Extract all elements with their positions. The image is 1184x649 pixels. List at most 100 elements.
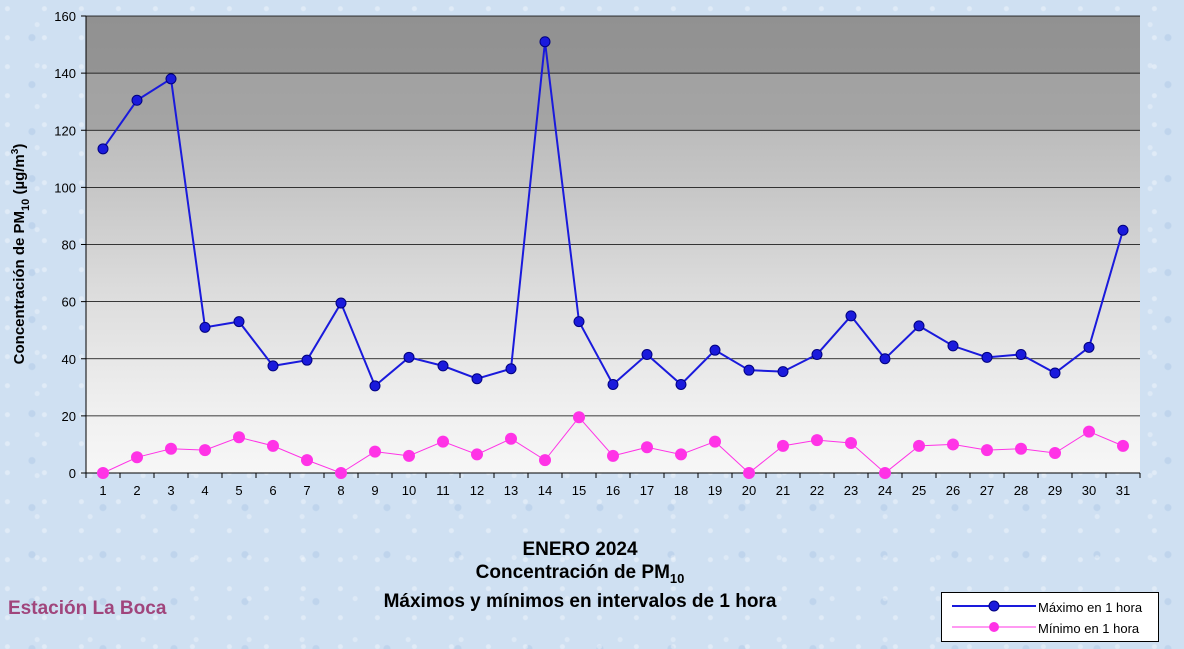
data-point [573, 316, 585, 328]
data-point [1117, 224, 1129, 236]
legend-label-max: Máximo en 1 hora [1038, 600, 1143, 615]
data-point [947, 340, 959, 352]
data-point [879, 353, 891, 365]
x-tick-label: 12 [470, 483, 484, 498]
series [97, 36, 1129, 479]
x-tick-label: 27 [980, 483, 994, 498]
station-label: Estación La Boca [8, 598, 167, 619]
data-point [947, 438, 959, 451]
data-point [165, 73, 177, 85]
data-point [845, 437, 857, 450]
data-point [1083, 425, 1095, 438]
x-tick-label: 5 [235, 483, 242, 498]
data-point [709, 344, 721, 356]
x-tick-label: 11 [436, 483, 450, 498]
data-point [539, 36, 551, 48]
x-tick-label: 8 [337, 483, 344, 498]
legend-item-max: Máximo en 1 hora [942, 597, 1158, 617]
data-point [131, 94, 143, 106]
legend-item-min: Mínimo en 1 hora [942, 618, 1158, 638]
y-tick-label: 100 [54, 180, 76, 195]
data-point [301, 454, 313, 467]
data-point [437, 435, 449, 448]
x-tick-label: 29 [1048, 483, 1062, 498]
data-point [913, 439, 925, 452]
y-tick-label: 160 [54, 9, 76, 24]
data-point [607, 378, 619, 390]
y-tick-label: 80 [62, 238, 76, 253]
series-max [97, 36, 1129, 392]
y-tick-label: 140 [54, 66, 76, 81]
y-axis-label: Concentración de PM10 (µg/m3) [10, 144, 32, 365]
data-point [437, 360, 449, 372]
x-tick-labels: 1 2 3 4 5 6 7 8 9 10 11 12 13 14 15 16 17 18 19 20 21 22 23 24 2… [85, 473, 1141, 498]
data-point [335, 297, 347, 309]
data-point [267, 439, 279, 452]
x-tick-label: 19 [708, 483, 722, 498]
x-tick-label: 26 [946, 483, 960, 498]
data-point [981, 351, 993, 363]
y-tick-label: 0 [69, 466, 76, 481]
x-tick-label: 4 [201, 483, 208, 498]
data-point [777, 439, 789, 452]
x-tick-label: 23 [844, 483, 858, 498]
x-tick-label: 31 [1116, 483, 1130, 498]
x-tick-label: 3 [167, 483, 174, 498]
data-point [1049, 447, 1061, 460]
data-point [369, 380, 381, 392]
data-point [1015, 348, 1027, 360]
x-tick-label: 18 [674, 483, 688, 498]
data-point [335, 467, 347, 479]
data-point [471, 373, 483, 385]
data-point [199, 321, 211, 333]
x-tick-label: 25 [912, 483, 926, 498]
data-point [811, 434, 823, 447]
x-tick-label: 22 [810, 483, 824, 498]
data-point [505, 363, 517, 375]
shaded-band [86, 73, 1140, 131]
data-point [777, 366, 789, 378]
data-point [607, 449, 619, 462]
y-tick-label: 20 [62, 409, 76, 424]
data-point [233, 431, 245, 444]
data-point [573, 411, 585, 424]
series-min [97, 411, 1129, 479]
x-tick-label: 20 [742, 483, 756, 498]
x-tick-label: 9 [371, 483, 378, 498]
x-tick-label: 28 [1014, 483, 1028, 498]
data-point [267, 360, 279, 372]
title-month: ENERO 2024 [522, 539, 638, 560]
data-point [539, 454, 551, 467]
data-point [471, 448, 483, 461]
data-point [981, 444, 993, 457]
x-tick-label: 10 [402, 483, 416, 498]
title-description: Máximos y mínimos en intervalos de 1 hor… [383, 590, 777, 612]
shaded-band [86, 16, 1140, 74]
legend-label-min: Mínimo en 1 hora [1038, 621, 1140, 636]
data-point [1117, 439, 1129, 452]
data-point [743, 364, 755, 376]
data-point [97, 143, 109, 155]
data-point [131, 451, 143, 464]
x-tick-label: 13 [504, 483, 518, 498]
x-tick-label: 15 [572, 483, 586, 498]
y-tick-label: 120 [54, 123, 76, 138]
x-tick-label: 17 [640, 483, 654, 498]
data-point [709, 435, 721, 448]
x-tick-label: 30 [1082, 483, 1096, 498]
data-point [165, 442, 177, 455]
data-point [199, 444, 211, 457]
legend-swatch-max [952, 600, 1036, 612]
x-tick-label: 21 [776, 483, 790, 498]
axes [85, 16, 1140, 474]
data-point [1015, 442, 1027, 455]
data-point [369, 445, 381, 458]
data-point [675, 378, 687, 390]
data-point [641, 441, 653, 454]
x-tick-label: 7 [303, 483, 310, 498]
x-tick-label: 16 [606, 483, 620, 498]
data-point [97, 467, 109, 479]
title-pollutant: Concentración de PM10 [475, 562, 685, 586]
y-tick-label: 40 [62, 352, 76, 367]
legend-swatch-min [952, 622, 1036, 632]
